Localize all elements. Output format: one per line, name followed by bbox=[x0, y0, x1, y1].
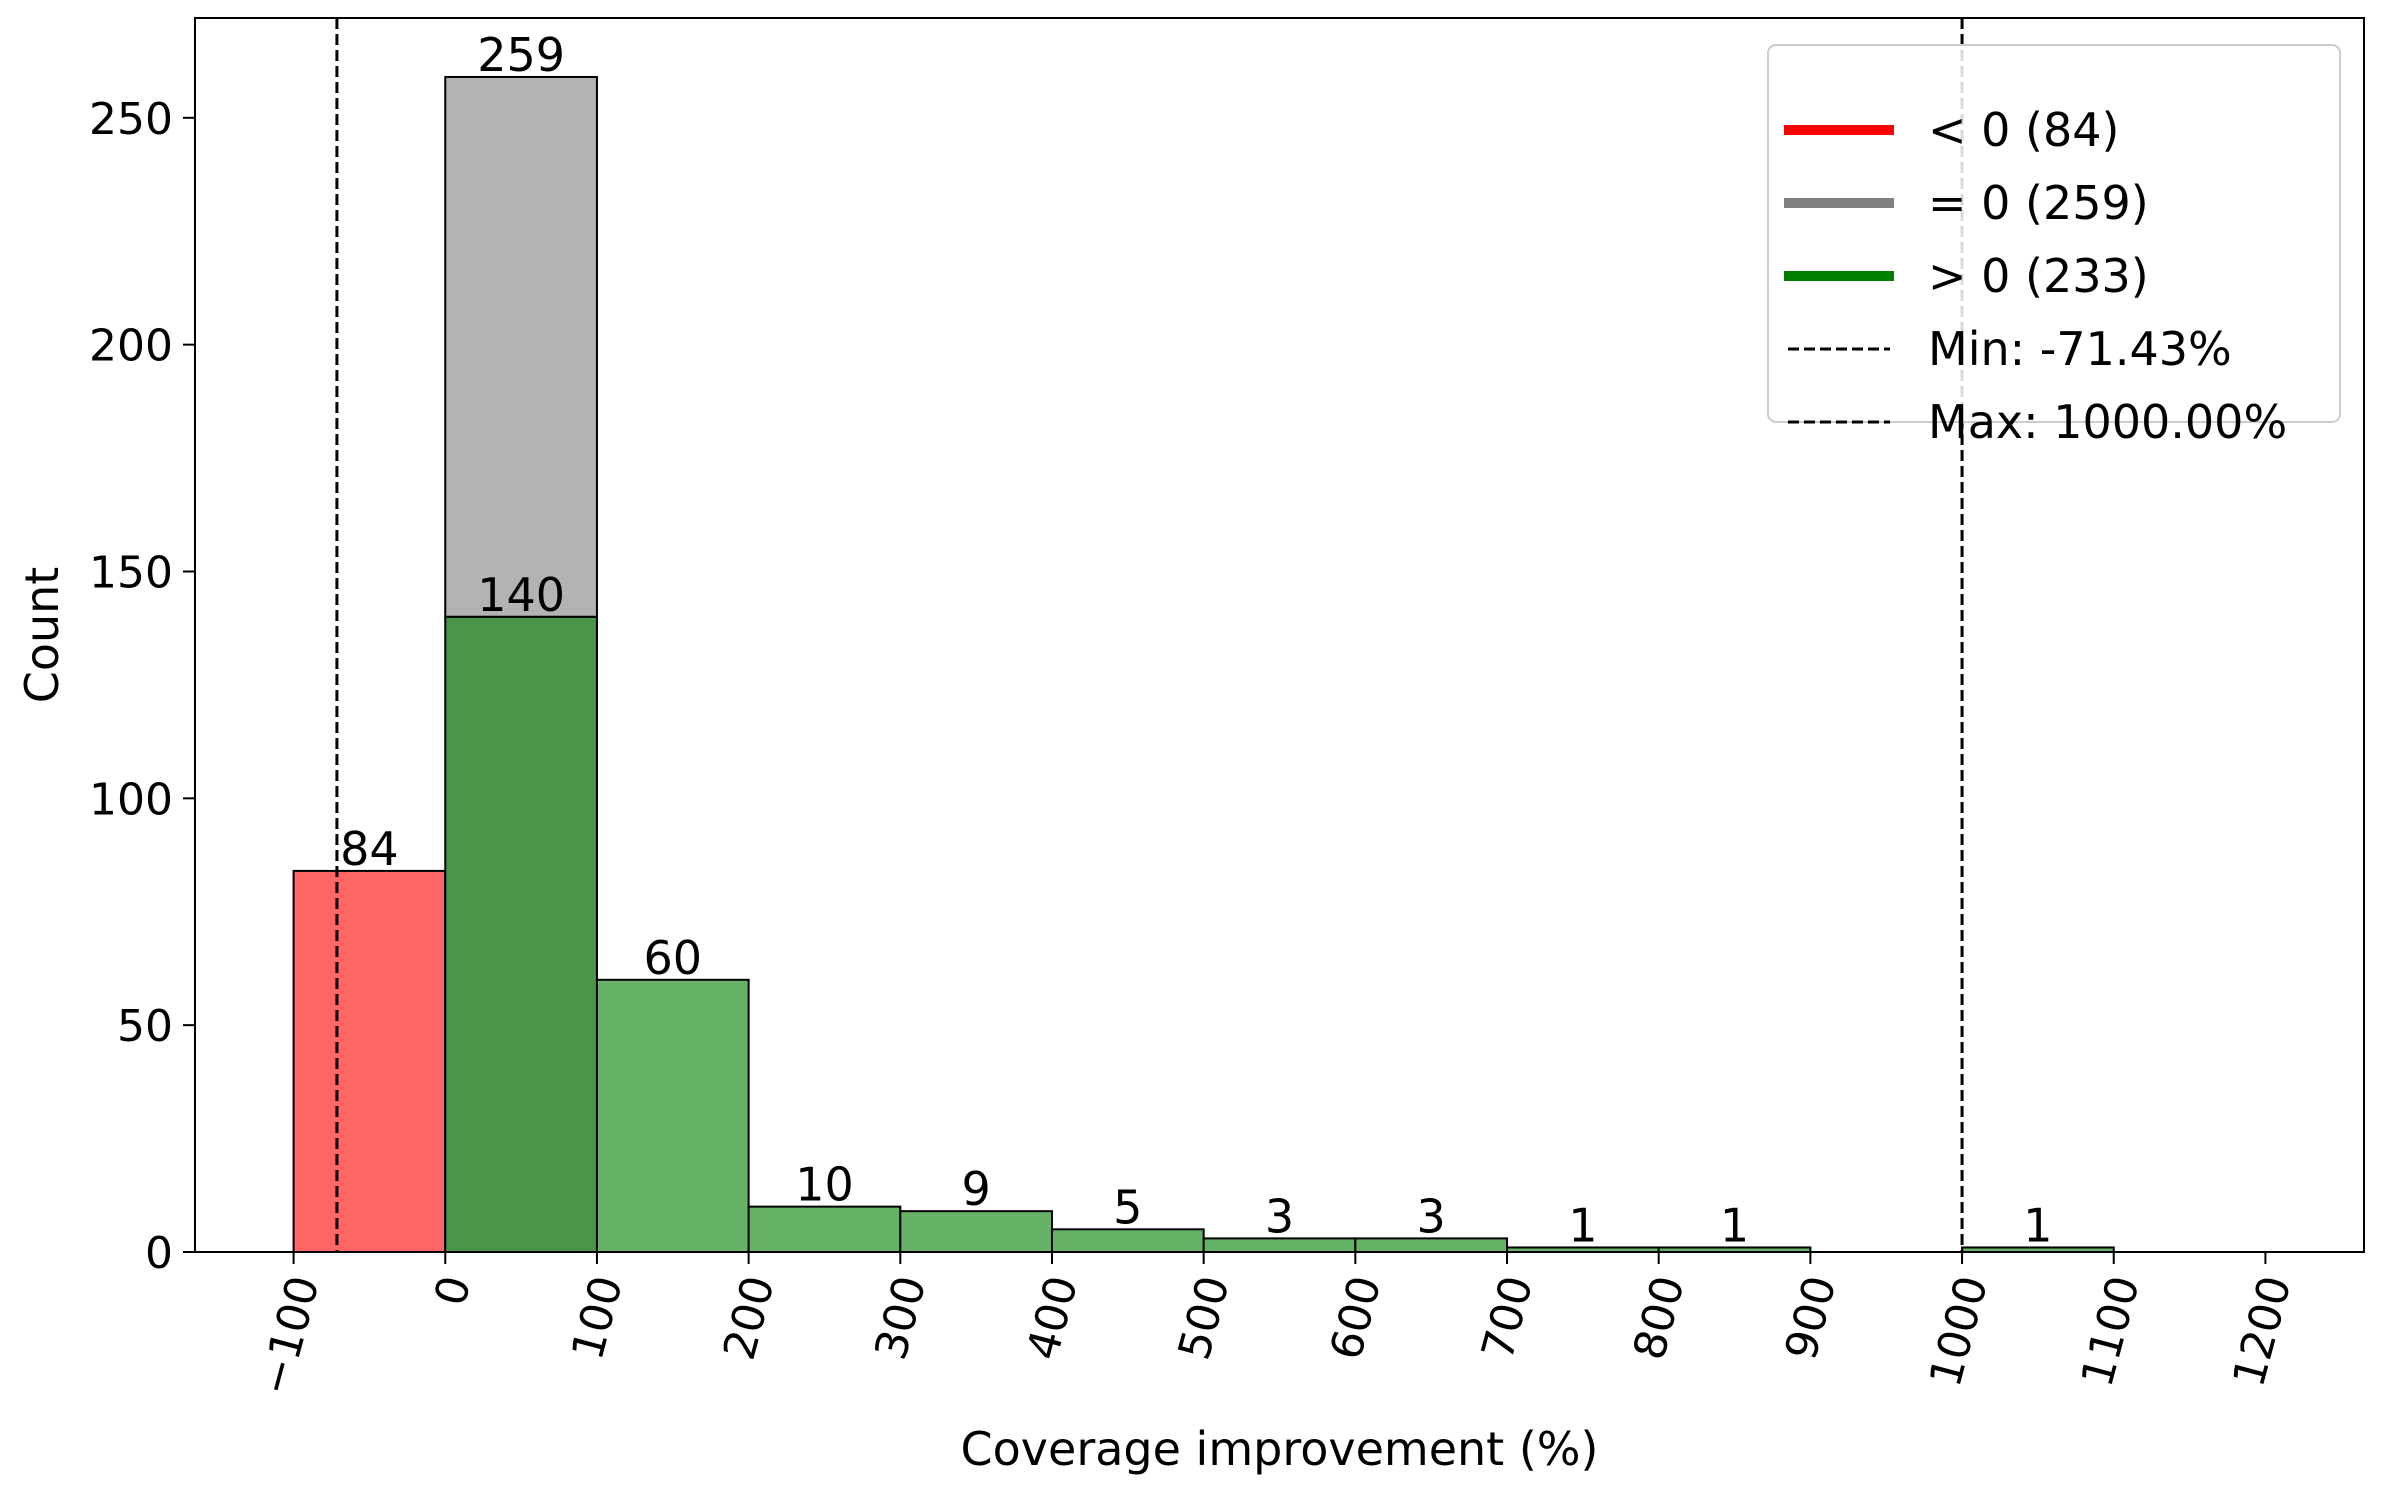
legend: < 0 (84) = 0 (259) > 0 (233) Min: -71.43% Ma… bbox=[1767, 44, 2341, 449]
y-tick-label-2: 100 bbox=[89, 774, 173, 825]
bar-label-10: 1 bbox=[1720, 1198, 1749, 1252]
plot-frame bbox=[194, 17, 2365, 1253]
y-axis-ticks: 0 50 100 150 200 250 bbox=[89, 94, 195, 1279]
legend-label-2: > 0 (233) bbox=[1928, 249, 2149, 303]
legend-box bbox=[1767, 44, 2341, 423]
x-tick-label-12: 1100 bbox=[2072, 1271, 2150, 1392]
x-tick-label-10: 900 bbox=[1776, 1271, 1847, 1365]
y-tick-label-3: 150 bbox=[89, 547, 173, 598]
bar-5 bbox=[899, 1210, 1053, 1253]
bar-label-3: 60 bbox=[644, 931, 703, 985]
bar-label-9: 1 bbox=[1568, 1198, 1597, 1252]
bar-label-0: 84 bbox=[340, 822, 399, 876]
x-tick-label-5: 400 bbox=[1017, 1271, 1088, 1365]
bar-label-4: 10 bbox=[795, 1158, 854, 1212]
x-tick-label-8: 700 bbox=[1472, 1271, 1543, 1365]
x-tick-label-13: 1200 bbox=[2223, 1271, 2301, 1392]
bars-layer bbox=[292, 75, 2115, 1254]
bar-label-7: 3 bbox=[1265, 1189, 1294, 1243]
bar-label-5: 9 bbox=[962, 1162, 991, 1216]
y-tick-label-5: 250 bbox=[89, 94, 173, 145]
y-tick-label-0: 0 bbox=[145, 1228, 173, 1279]
x-tick-label-9: 800 bbox=[1624, 1271, 1695, 1365]
x-tick-label-11: 1000 bbox=[1920, 1271, 1998, 1392]
bar-label-2: 140 bbox=[477, 568, 565, 622]
legend-label-3: Min: -71.43% bbox=[1928, 322, 2232, 376]
x-axis-ticks: −100 0 100 200 300 400 500 600 700 800 900 1000 1100… bbox=[249, 1252, 2302, 1401]
bar-3 bbox=[595, 978, 750, 1253]
x-tick-label-3: 200 bbox=[714, 1271, 785, 1365]
bar-0 bbox=[292, 869, 447, 1253]
bar-label-1: 259 bbox=[477, 28, 565, 82]
legend-label-1: = 0 (259) bbox=[1928, 176, 2149, 230]
bar-2 bbox=[444, 615, 598, 1253]
bar-label-6: 5 bbox=[1113, 1180, 1142, 1234]
bar-4 bbox=[747, 1205, 902, 1253]
bar-1 bbox=[444, 75, 598, 618]
x-tick-label-7: 600 bbox=[1321, 1271, 1392, 1365]
x-tick-label-2: 100 bbox=[562, 1271, 633, 1365]
legend-label-4: Max: 1000.00% bbox=[1928, 395, 2287, 449]
x-tick-label-6: 500 bbox=[1169, 1271, 1240, 1365]
bar-label-8: 3 bbox=[1417, 1189, 1446, 1243]
x-tick-label-4: 300 bbox=[866, 1271, 937, 1365]
y-axis-label: Count bbox=[15, 567, 69, 704]
reference-lines bbox=[335, 18, 1964, 1252]
x-tick-label-0: −100 bbox=[249, 1271, 330, 1401]
legend-label-0: < 0 (84) bbox=[1928, 103, 2119, 157]
y-tick-label-4: 200 bbox=[89, 321, 173, 372]
y-tick-label-1: 50 bbox=[117, 1001, 173, 1052]
x-tick-label-1: 0 bbox=[425, 1271, 482, 1311]
x-axis-label: Coverage improvement (%) bbox=[961, 1422, 1599, 1476]
bar-labels: 84 259 140 60 10 9 5 3 3 1 1 1 bbox=[340, 28, 2052, 1252]
bar-label-11: 1 bbox=[2023, 1198, 2052, 1252]
